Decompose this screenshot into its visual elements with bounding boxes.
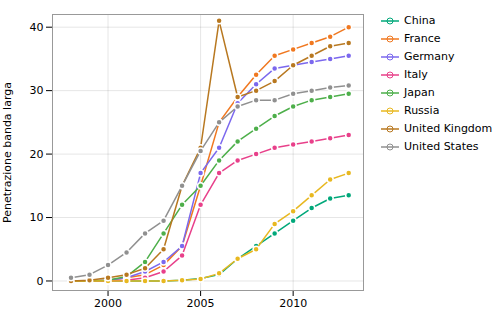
html-text:France: France bbox=[404, 32, 441, 45]
html-text:Germany: Germany bbox=[404, 50, 455, 63]
html-text:Russia: Russia bbox=[404, 104, 440, 117]
svg-text:30: 30 bbox=[30, 84, 44, 97]
svg-text:10: 10 bbox=[30, 211, 44, 224]
html-text:United Kingdom: United Kingdom bbox=[404, 122, 493, 135]
svg-text:Penetrazione banda larga: Penetrazione banda larga bbox=[1, 82, 14, 223]
html-text:China: China bbox=[404, 14, 436, 27]
html-text:Italy: Italy bbox=[404, 68, 428, 81]
html-text:United States: United States bbox=[404, 140, 479, 153]
svg-text:2000: 2000 bbox=[94, 297, 122, 310]
svg-text:2010: 2010 bbox=[279, 297, 307, 310]
svg-text:0: 0 bbox=[37, 275, 44, 288]
html-text:Japan: Japan bbox=[404, 86, 435, 99]
svg-text:20: 20 bbox=[30, 148, 44, 161]
svg-text:40: 40 bbox=[30, 21, 44, 34]
svg-text:2005: 2005 bbox=[187, 297, 215, 310]
